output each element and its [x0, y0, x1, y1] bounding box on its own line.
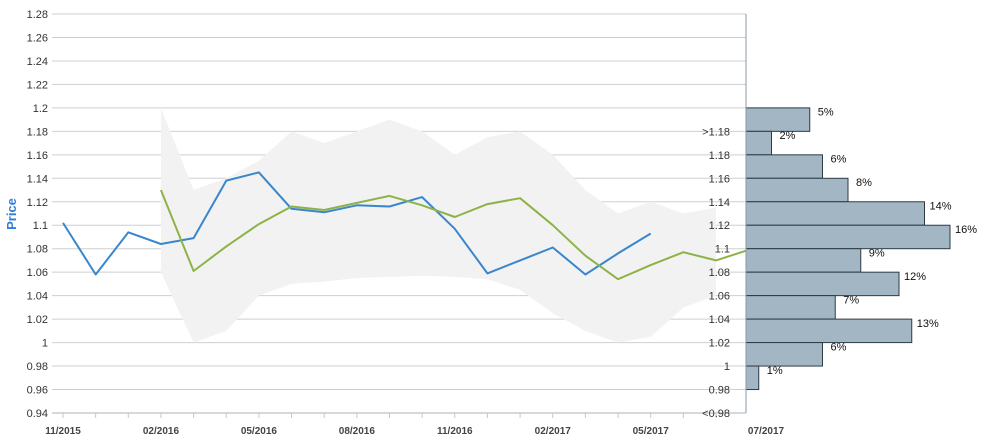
histogram-bar	[745, 177, 849, 203]
histogram-bar	[745, 365, 760, 391]
histogram-percent-label: 9%	[869, 247, 885, 259]
histogram-category-label: <0.98	[702, 408, 730, 420]
histogram-percent-label: 1%	[767, 365, 783, 377]
y-tick-label: 1.14	[27, 173, 48, 185]
histogram-percent-labels: 5% 2% 6% 8% 14% 16% 9% 12% 7% 13% 6% 1%	[767, 107, 977, 377]
x-tick-label: 11/2016	[437, 426, 473, 437]
histogram-category-label: 1.12	[709, 220, 730, 232]
x-axis-ticks: 11/2015 02/2016 05/2016 08/2016 11/2016 02/20…	[45, 426, 784, 437]
histogram-bar	[745, 107, 811, 132]
x-tick-label: 07/2017	[748, 426, 785, 437]
histogram-category-label: 1.16	[709, 173, 730, 185]
histogram-bar	[745, 295, 836, 320]
histogram-category-label: 1.14	[709, 197, 730, 209]
axes	[52, 14, 747, 418]
y-tick-label: 1.16	[27, 150, 48, 162]
forecast-range-area	[160, 107, 716, 343]
y-tick-label: 1.26	[27, 32, 48, 44]
y-tick-label: 0.98	[27, 361, 48, 373]
y-tick-label: 1.08	[27, 244, 48, 256]
y-tick-label: 1.2	[33, 103, 48, 115]
histogram-bar	[745, 271, 900, 297]
distribution-histogram	[745, 107, 951, 391]
histogram-percent-label: 6%	[831, 154, 847, 166]
histogram-percent-label: 12%	[904, 271, 926, 283]
y-tick-label: 1.1	[33, 220, 48, 232]
histogram-category-labels: >1.18 1.18 1.16 1.14 1.12 1.1 1.08 1.06 1.04 1.02…	[702, 126, 730, 420]
actual-price-line	[62, 171, 652, 276]
histogram-category-label: 1.06	[709, 291, 730, 303]
y-tick-label: 0.96	[27, 385, 48, 397]
y-axis-ticks: 1.28 1.26 1.24 1.22 1.2 1.18 1.16 1.14 1.12 1.1 1.…	[27, 9, 48, 420]
histogram-category-label: 1.18	[709, 150, 730, 162]
y-tick-label: 1.12	[27, 197, 48, 209]
x-tick-label: 11/2015	[45, 426, 81, 437]
histogram-category-label: >1.18	[702, 126, 730, 138]
histogram-percent-label: 14%	[929, 201, 951, 213]
histogram-percent-label: 6%	[831, 341, 847, 353]
y-axis-title: Price	[4, 198, 19, 230]
y-tick-label: 1.18	[27, 126, 48, 138]
y-tick-label: 1.22	[27, 79, 48, 91]
histogram-bar	[745, 342, 823, 367]
histogram-category-label: 1.02	[709, 338, 730, 350]
histogram-category-label: 1.08	[709, 267, 730, 279]
histogram-bar	[745, 318, 913, 344]
histogram-percent-label: 13%	[917, 318, 939, 330]
histogram-bar	[745, 130, 772, 156]
histogram-percent-label: 2%	[780, 130, 796, 142]
y-tick-label: 0.94	[27, 408, 48, 420]
forecast-range-band	[160, 107, 716, 343]
price-lines	[62, 171, 749, 281]
x-tick-label: 05/2017	[633, 426, 670, 437]
x-tick-label: 02/2017	[535, 426, 572, 437]
histogram-percent-label: 5%	[818, 107, 834, 119]
y-tick-label: 1.06	[27, 267, 48, 279]
histogram-percent-label: 7%	[843, 294, 859, 306]
histogram-bar	[745, 201, 925, 226]
y-tick-label: 1.02	[27, 314, 48, 326]
histogram-category-label: 1.04	[709, 314, 730, 326]
histogram-bar	[745, 224, 951, 250]
x-tick-label: 08/2016	[339, 426, 376, 437]
forecast-price-line	[159, 189, 749, 281]
y-tick-label: 1.28	[27, 9, 48, 21]
y-tick-label: 1	[42, 338, 48, 350]
histogram-percent-label: 16%	[955, 224, 977, 236]
x-tick-label: 02/2016	[143, 426, 180, 437]
y-tick-label: 1.24	[27, 56, 48, 68]
histogram-category-label: 0.98	[709, 385, 730, 397]
histogram-bar	[745, 248, 862, 273]
x-tick-label: 05/2016	[241, 426, 278, 437]
histogram-bar	[745, 154, 823, 179]
histogram-category-label: 1	[724, 361, 730, 373]
histogram-category-label: 1.1	[715, 244, 730, 256]
y-tick-label: 1.04	[27, 291, 48, 303]
histogram-percent-label: 8%	[856, 177, 872, 189]
